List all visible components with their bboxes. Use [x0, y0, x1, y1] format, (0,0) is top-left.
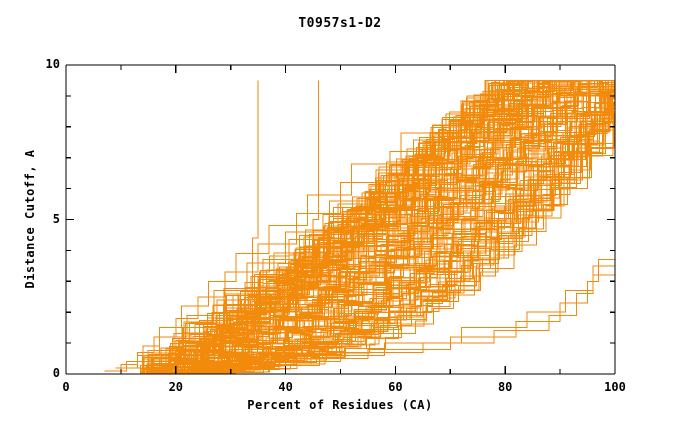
data-curve-ensemble-57 [180, 79, 615, 375]
data-curve-ensemble-117 [145, 107, 616, 375]
x-tick-label-40: 40 [278, 380, 293, 394]
data-curve-ensemble-130 [159, 79, 615, 375]
data-curve-ensemble-112 [136, 82, 616, 375]
data-curve-ensemble-135 [126, 79, 615, 375]
data-curve-model-008-low-outlier [203, 225, 616, 366]
data-curve-ensemble-139 [178, 79, 615, 375]
y-axis-title: Distance Cutoff, A [23, 149, 37, 289]
data-curve-model-007-low-outlier [186, 238, 616, 369]
data-curve-ensemble-122 [143, 79, 615, 375]
data-curve-ensemble-132 [147, 92, 616, 375]
data-curve-ensemble-52 [134, 116, 616, 375]
data-curve-ensemble-134 [149, 96, 616, 375]
axis-frame-layer [65, 64, 616, 375]
data-curve-ensemble-111 [142, 79, 615, 375]
x-tick-label-80: 80 [497, 380, 513, 394]
data-curve-ensemble-127 [132, 79, 615, 375]
y-tick-label-0: 0 [52, 366, 60, 380]
data-curve-ensemble-133 [162, 79, 615, 375]
y-tick-label-10: 10 [45, 57, 60, 71]
data-curve-ensemble-137 [144, 79, 615, 375]
chart-title: T0957s1-D2 [298, 16, 382, 31]
x-tick-label-20: 20 [168, 380, 184, 394]
data-curve-ensemble-102 [121, 79, 615, 375]
data-curve-ensemble-70 [125, 79, 615, 375]
data-curve-ensemble-98 [154, 109, 616, 375]
y-tick-label-5: 5 [52, 211, 60, 226]
data-curve-ensemble-125 [117, 79, 615, 375]
data-curve-ensemble-126 [148, 79, 615, 375]
data-curve-ensemble-136 [159, 79, 615, 375]
data-curve-ensemble-76 [120, 80, 616, 375]
x-tick-label-100: 100 [604, 380, 626, 394]
x-tick-label-60: 60 [388, 380, 403, 394]
data-curve-ensemble-140 [113, 79, 615, 375]
data-curve-ensemble-138 [117, 91, 616, 375]
data-curves-layer [104, 79, 616, 375]
data-curve-ensemble-87 [172, 110, 616, 375]
data-curve-ensemble-141 [167, 79, 615, 375]
x-axis-title: Percent of Residues (CA) [247, 398, 433, 412]
x-tick-label-0: 0 [62, 380, 70, 394]
data-curve-ensemble-119 [172, 79, 615, 375]
data-curve-ensemble-93 [114, 79, 615, 375]
